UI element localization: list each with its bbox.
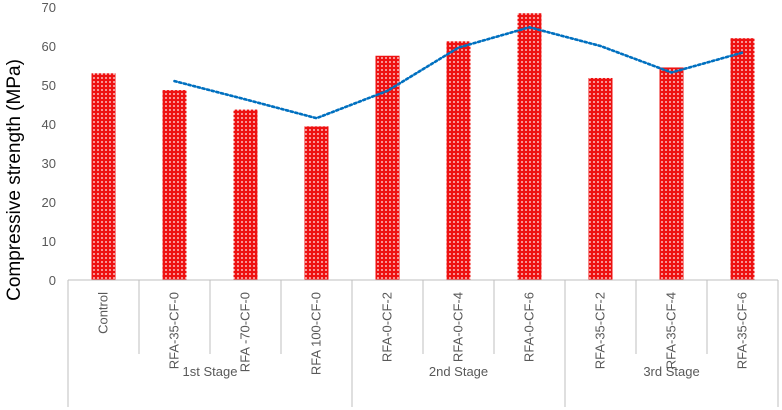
bar <box>659 67 684 280</box>
bar <box>730 38 755 281</box>
x-tick-label: Control <box>96 292 111 334</box>
trend-line <box>173 25 744 120</box>
y-tick-label: 40 <box>42 117 56 132</box>
bar <box>304 126 329 280</box>
x-tick-label: RFA-0-CF-6 <box>522 292 537 362</box>
stage-label: 1st Stage <box>183 364 238 379</box>
bar <box>162 90 187 280</box>
stage-label: 3rd Stage <box>643 364 699 379</box>
bar <box>517 13 542 281</box>
x-tick-label: RFA-0-CF-4 <box>451 292 466 362</box>
y-tick-label: 50 <box>42 78 56 93</box>
bar <box>588 77 613 280</box>
bar <box>446 41 471 280</box>
x-tick-label: RFA-0-CF-2 <box>380 292 395 362</box>
y-tick-label: 30 <box>42 156 56 171</box>
x-tick-label: RFA-35-CF-2 <box>593 292 608 369</box>
stage-label: 2nd Stage <box>429 364 488 379</box>
x-tick-label: RFA 100-CF-0 <box>309 292 324 375</box>
y-tick-label: 70 <box>42 0 56 15</box>
x-tick-label: RFA -70-CF-0 <box>238 292 253 372</box>
x-tick-label: RFA-35-CF-4 <box>664 292 679 369</box>
bar <box>375 55 400 280</box>
y-tick-label: 60 <box>42 39 56 54</box>
y-tick-label: 10 <box>42 234 56 249</box>
x-tick-label: RFA-35-CF-6 <box>735 292 750 369</box>
bar <box>91 73 116 280</box>
bar <box>233 109 258 280</box>
y-tick-label: 0 <box>49 273 56 288</box>
x-tick-label: RFA-35-CF-0 <box>167 292 182 369</box>
y-axis-label: Compressive strength (MPa) <box>4 59 25 301</box>
y-tick-label: 20 <box>42 195 56 210</box>
